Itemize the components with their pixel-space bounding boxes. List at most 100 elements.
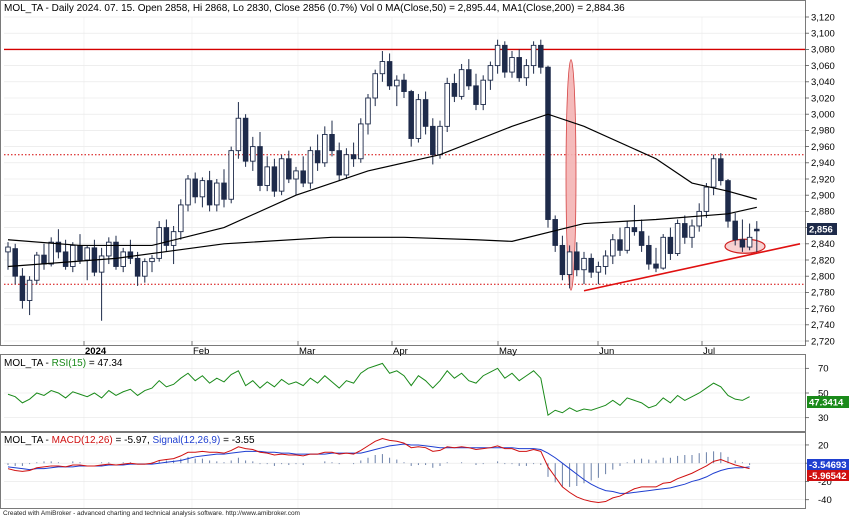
- price-tick-label: 2,980: [811, 126, 835, 137]
- candle-body: [250, 146, 256, 162]
- candle-body: [34, 254, 40, 281]
- candle-body: [185, 178, 191, 206]
- candle-body: [77, 244, 83, 261]
- candle-body: [55, 241, 62, 253]
- price-tick-label: 2,780: [811, 288, 835, 299]
- candle-body: [646, 244, 652, 265]
- rsi-tick-label: 30: [818, 413, 829, 424]
- x-tick-label: Jun: [599, 346, 614, 357]
- price-tick-label: 2,900: [811, 191, 835, 202]
- candle-body: [703, 186, 710, 212]
- candle-body: [437, 125, 443, 156]
- price-tick-label: 2,800: [811, 272, 835, 283]
- candle-body: [746, 236, 753, 248]
- candle-body: [516, 57, 522, 79]
- candle-body: [264, 166, 270, 186]
- candle-body: [336, 150, 342, 176]
- macd-tick-label: -20: [818, 477, 832, 488]
- candle-body: [134, 257, 141, 277]
- price-tick-label: 2,840: [811, 239, 835, 250]
- signal-name: Signal(12,26,9): [153, 435, 221, 446]
- rsi-tick-label: 50: [818, 388, 829, 399]
- price-tick-label: 2,960: [811, 142, 835, 153]
- candle-body: [674, 223, 681, 254]
- candle-body: [242, 117, 249, 162]
- candle-body: [26, 279, 33, 301]
- x-tick-label: Feb: [193, 346, 209, 357]
- rsi-tick-label: 70: [818, 364, 829, 375]
- candle-body: [588, 257, 594, 273]
- x-tick-label: 2024: [85, 346, 107, 357]
- last-price-label: 2,856: [809, 225, 833, 236]
- candle-body: [12, 248, 18, 277]
- rsi-pane-title: MOL_TA - RSI(15) = 47.34: [4, 358, 123, 369]
- candle-body: [163, 227, 170, 246]
- candle-body: [62, 251, 69, 267]
- macd-last-tag: -5.96542: [807, 470, 849, 482]
- candle-body: [530, 44, 537, 67]
- candle-body: [235, 117, 242, 152]
- signal-last-label: -3.54693: [809, 460, 847, 471]
- candle-body: [610, 239, 616, 257]
- candle-body: [170, 231, 177, 246]
- macd-tick-label: -40: [818, 495, 832, 506]
- candle-body: [415, 99, 422, 139]
- candles: [5, 39, 760, 321]
- candle-body: [631, 227, 638, 233]
- gap-highlight-ellipse: [565, 59, 577, 291]
- rsi-last-label: 47.3414: [809, 398, 844, 409]
- price-tick-label: 3,120: [811, 12, 835, 23]
- price-tick-label: 2,920: [811, 174, 835, 185]
- candle-body: [48, 241, 54, 265]
- candle-body: [552, 219, 558, 246]
- price-tick-label: 2,760: [811, 304, 835, 315]
- rsi-prefix: MOL_TA -: [4, 358, 52, 369]
- candle-body: [754, 228, 760, 232]
- last-price-tag: 2,856: [807, 223, 837, 236]
- ma200-line: [7, 206, 757, 268]
- candle-body: [660, 236, 666, 269]
- candle-body: [559, 244, 566, 276]
- x-tick-label: Apr: [393, 346, 408, 357]
- price-pane-title: MOL_TA - Daily 2024. 07. 15. Open 2858, …: [4, 3, 625, 14]
- rsi-y-ticks: 70 50 30: [805, 364, 829, 424]
- price-tick-label: 3,100: [811, 29, 835, 40]
- candle-body: [732, 220, 738, 241]
- macd-pane-title: MOL_TA - MACD(12,26) = -5.97, Signal(12,…: [4, 435, 255, 446]
- candle-body: [206, 180, 213, 206]
- candle-body: [494, 44, 501, 67]
- x-tick-label: Mar: [299, 346, 315, 357]
- macd-tick-label: 20: [818, 440, 829, 451]
- candle-body: [199, 180, 206, 198]
- candle-body: [5, 246, 11, 253]
- candle-body: [473, 85, 479, 105]
- candle-body: [98, 255, 105, 273]
- candle-body: [41, 254, 47, 265]
- candle-body: [278, 158, 285, 192]
- candle-body: [379, 61, 386, 75]
- candle-body: [142, 261, 148, 277]
- candle-body: [120, 251, 126, 267]
- candle-body: [710, 158, 717, 188]
- price-pane-frame: [0, 0, 806, 346]
- candle-body: [365, 97, 371, 125]
- price-tick-label: 3,040: [811, 77, 835, 88]
- candle-body: [451, 82, 458, 97]
- candle-body: [545, 66, 551, 220]
- price-tick-label: 3,060: [811, 61, 835, 72]
- candle-body: [725, 180, 731, 222]
- rsi-indicator-name: RSI(15): [52, 358, 86, 369]
- price-tick-label: 3,080: [811, 45, 835, 56]
- candle-body: [113, 241, 119, 267]
- rsi-value: = 47.34: [86, 358, 123, 369]
- x-tick-label: Jul: [703, 346, 715, 357]
- candle-body: [343, 154, 350, 176]
- x-tick-label: May: [499, 346, 517, 357]
- candle-body: [502, 44, 508, 73]
- rsi-line: [7, 362, 750, 417]
- candle-body: [523, 65, 530, 79]
- rsi-last-tag: 47.3414: [807, 396, 849, 409]
- candle-body: [581, 257, 587, 271]
- candle-body: [228, 150, 234, 200]
